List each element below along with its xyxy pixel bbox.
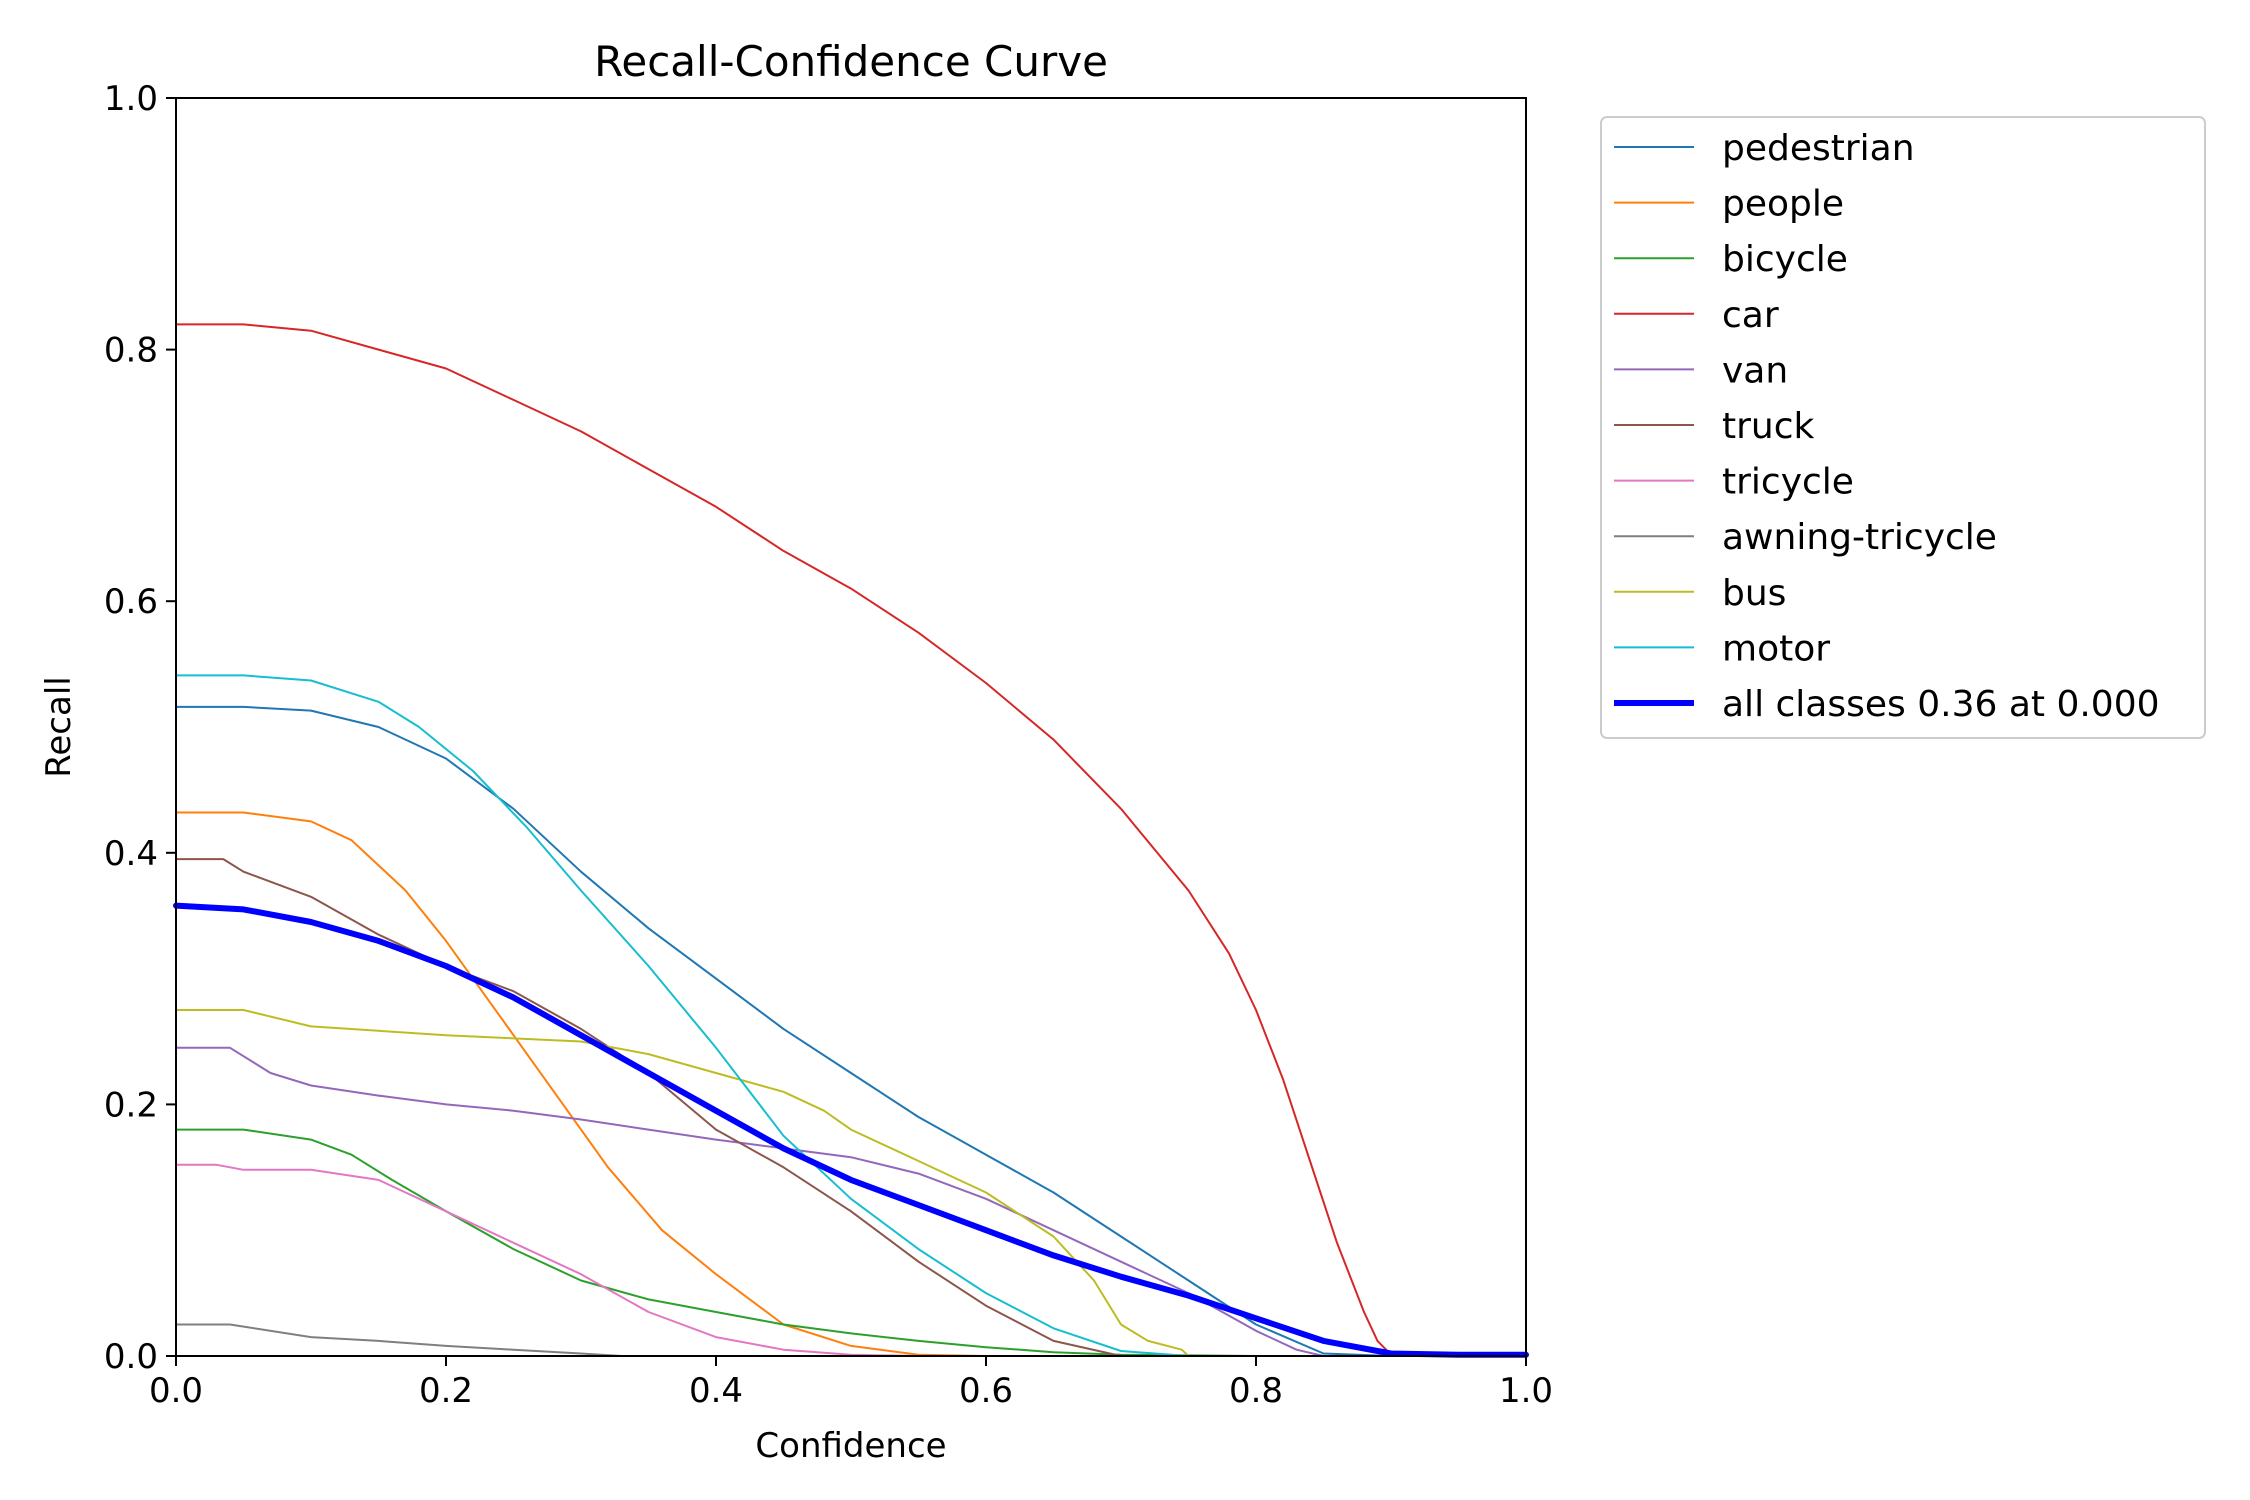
x-tick-label: 0.2 (419, 1371, 473, 1411)
y-tick-label: 0.0 (104, 1337, 158, 1377)
legend-label-people: people (1722, 184, 1844, 225)
legend-label-car: car (1722, 295, 1779, 336)
legend-label-van: van (1722, 350, 1788, 391)
legend-label-awning-tricycle: awning-tricycle (1722, 517, 1997, 558)
x-tick-label: 0.8 (1229, 1371, 1283, 1411)
legend-label-pedestrian: pedestrian (1722, 128, 1915, 169)
series-line-bus (175, 1009, 1527, 1357)
y-tick-label: 0.8 (104, 331, 158, 371)
plot-frame (175, 97, 1527, 1357)
legend-label-bus: bus (1722, 573, 1786, 614)
y-tick-label: 1.0 (104, 79, 158, 119)
series-line-bicycle (175, 1128, 1527, 1357)
chart-title: Recall-Confidence Curve (594, 37, 1108, 86)
series-line-truck (175, 858, 1527, 1357)
series-line-all (173, 902, 1529, 1358)
legend-label-bicycle: bicycle (1722, 239, 1848, 280)
y-tick-label: 0.4 (104, 834, 158, 874)
y-axis-title: Recall (39, 676, 79, 777)
x-tick-label: 0.0 (149, 1371, 203, 1411)
y-tick-label: 0.2 (104, 1085, 158, 1125)
series-line-motor (175, 674, 1527, 1357)
x-tick-label: 0.4 (689, 1371, 743, 1411)
series-line-car (175, 323, 1527, 1357)
series-layer (173, 323, 1529, 1358)
series-line-tricycle (175, 1163, 1527, 1357)
legend-label-tricycle: tricycle (1722, 462, 1854, 503)
legend-label-truck: truck (1722, 406, 1815, 447)
legend-label-all: all classes 0.36 at 0.000 (1722, 684, 2160, 725)
x-axis-title: Confidence (755, 1426, 946, 1466)
x-tick-label: 0.6 (959, 1371, 1013, 1411)
series-line-people (175, 811, 1527, 1357)
y-tick-label: 0.6 (104, 582, 158, 622)
legend-label-motor: motor (1722, 628, 1830, 669)
x-axis: 0.0 0.2 0.4 0.6 0.8 1.0 (149, 1356, 1553, 1411)
legend-frame (1600, 116, 2206, 739)
legend: pedestrian people bicycle car van truck tricyc… (1600, 116, 2206, 739)
y-axis: 0.0 0.2 0.4 0.6 0.8 1.0 (104, 79, 176, 1377)
x-tick-label: 1.0 (1499, 1371, 1553, 1411)
